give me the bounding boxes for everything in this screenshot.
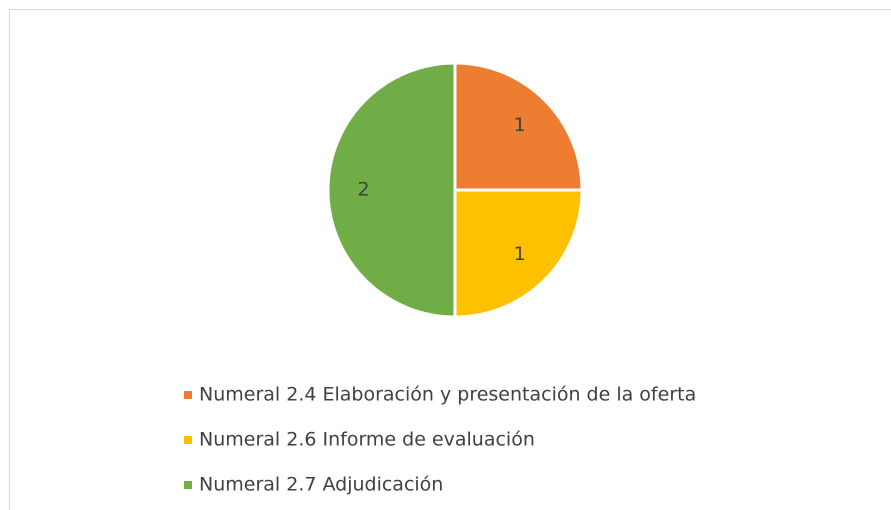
pie-slice <box>453 61 584 192</box>
data-label: 1 <box>514 243 526 265</box>
data-label: 2 <box>358 179 370 201</box>
legend-label: Numeral 2.6 Informe de evaluación <box>199 429 535 451</box>
pie-slice <box>453 188 584 319</box>
pie-slice <box>326 61 457 319</box>
data-label: 1 <box>514 114 526 136</box>
legend-swatch <box>184 391 192 399</box>
legend-label: Numeral 2.4 Elaboración y presentación d… <box>199 384 696 406</box>
legend-label: Numeral 2.7 Adjudicación <box>199 474 443 496</box>
legend-swatch <box>184 481 192 489</box>
legend-swatch <box>184 436 192 444</box>
